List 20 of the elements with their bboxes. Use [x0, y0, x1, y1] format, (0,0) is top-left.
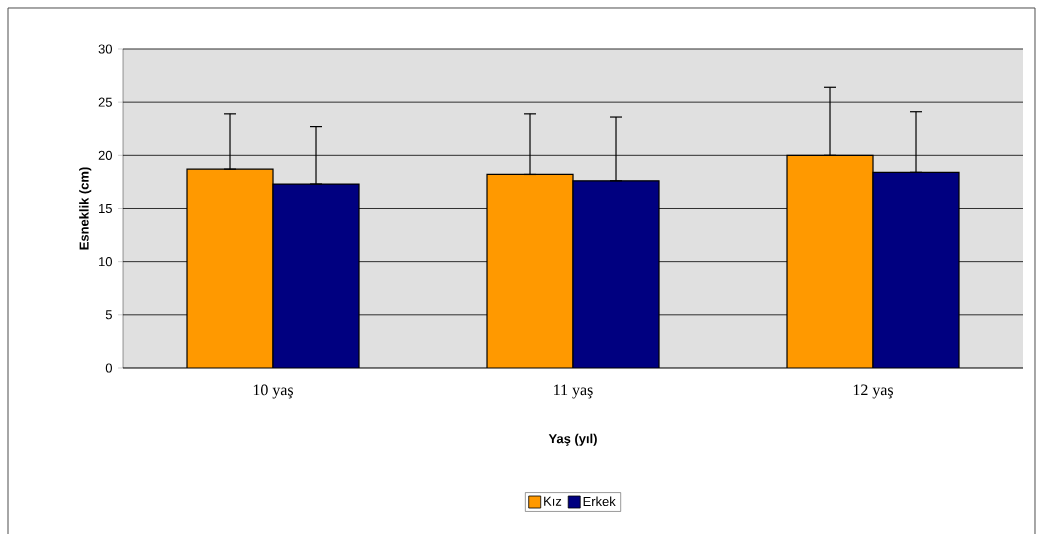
legend-label: Erkek [583, 496, 616, 507]
legend-label: Kız [544, 496, 562, 506]
y-tick-label: 15 [99, 203, 112, 213]
bar [786, 154, 874, 368]
y-tick-label: 30 [98, 44, 112, 54]
bar [486, 173, 574, 368]
bar [272, 183, 360, 368]
x-axis-title: Yaş (yıl) [548, 433, 597, 446]
y-tick-label: 20 [98, 150, 112, 160]
bar [872, 171, 960, 368]
y-tick-label: 0 [105, 363, 112, 373]
x-tick-label: 12 yaş [853, 384, 893, 399]
bar [572, 180, 660, 368]
y-axis-title: Esneklik (cm) [79, 167, 92, 250]
y-tick-label: 25 [98, 97, 112, 107]
x-tick-label: 11 yaş [554, 384, 593, 399]
x-tick-label: 10 yaş [253, 384, 294, 399]
y-tick-label: 10 [99, 257, 112, 267]
bar [186, 168, 274, 368]
y-tick-label: 5 [105, 310, 112, 320]
